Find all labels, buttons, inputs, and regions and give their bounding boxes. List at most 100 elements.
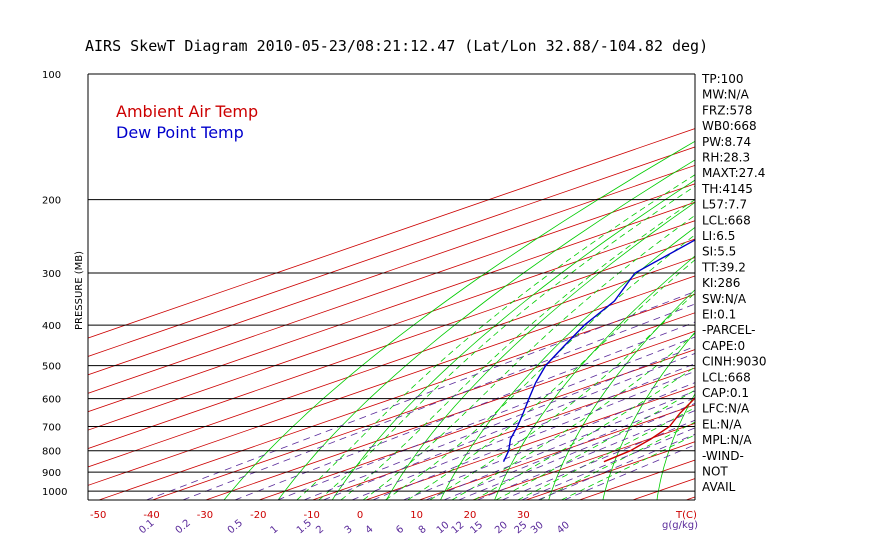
- pressure-tick-label: 800: [42, 447, 61, 458]
- mixing-ratio-line: [277, 336, 695, 500]
- mixing-ratio-tick-label: 0.5: [226, 518, 245, 537]
- isotherm-line: [88, 201, 695, 413]
- mixing-ratio-line: [458, 403, 695, 500]
- x-axis-label: T(C): [675, 510, 697, 521]
- dry-adiabat-line: [765, 74, 870, 500]
- grid-lines: [88, 74, 870, 500]
- index-entry: NOT: [702, 465, 728, 479]
- isotherm-line: [312, 367, 695, 500]
- index-entry: CAPE:0: [702, 339, 745, 353]
- mixing-ratio-tick-label: 40: [555, 520, 572, 537]
- pressure-tick-label: 900: [42, 468, 61, 479]
- pressure-tick-label: 100: [42, 70, 61, 81]
- index-entry: LCL:668: [702, 213, 751, 227]
- ambient-air-temp-line: [603, 397, 695, 463]
- index-entry: FRZ:578: [702, 103, 752, 117]
- isotherm-line: [88, 220, 695, 431]
- dry-adiabat-line: [656, 393, 695, 500]
- index-entry: CINH:9030: [702, 355, 767, 369]
- dry-adiabat-line: [331, 179, 695, 500]
- dew-point-temp-line: [502, 239, 695, 462]
- bottom-temp-tick-label: -10: [304, 510, 320, 521]
- pressure-tick-label: 600: [42, 395, 61, 406]
- index-entry: MAXT:27.4: [702, 166, 765, 180]
- index-entry: LFC:N/A: [702, 402, 750, 416]
- bottom-temp-tick-label: 0: [357, 510, 363, 521]
- bottom-temp-tick-label: -50: [90, 510, 106, 521]
- dry-adiabat-line: [440, 226, 695, 500]
- isotherm-line: [88, 146, 695, 357]
- mixing-ratio-tick-label: 12: [450, 520, 467, 537]
- isotherm-line: [472, 422, 695, 500]
- dry-adiabat-line: [494, 255, 695, 500]
- mixing-ratio-tick-label: 3: [343, 524, 355, 537]
- dry-adiabat-line: [548, 289, 695, 500]
- index-entry: CAP:0.1: [702, 386, 749, 400]
- index-entry: EL:N/A: [702, 417, 742, 431]
- isotherm-line: [88, 164, 695, 376]
- bottom-temp-tick-label: -40: [143, 510, 159, 521]
- pressure-tick-label: 400: [42, 321, 61, 332]
- mixing-ratio-line: [521, 427, 695, 500]
- index-entry: LCL:668: [702, 370, 751, 384]
- isotherm-line: [98, 293, 695, 500]
- mixing-ratio-tick-label: 20: [493, 520, 510, 537]
- mixing-ratio-line: [146, 291, 695, 500]
- data-series: [502, 239, 695, 463]
- index-entry: SI:5.5: [702, 245, 736, 259]
- pressure-tick-label: 700: [42, 423, 61, 434]
- bottom-temp-tick-label: 20: [464, 510, 477, 521]
- mixing-ratio-tick-label: 25: [513, 520, 530, 537]
- index-entry: TP:100: [701, 72, 744, 86]
- moist-adiabat-line: [362, 214, 695, 500]
- legend-dew-point-temp: Dew Point Temp: [116, 123, 244, 142]
- mixing-ratio-line: [443, 397, 695, 500]
- isotherm-line: [365, 386, 695, 500]
- pressure-tick-label: 300: [42, 269, 61, 280]
- isotherm-line: [419, 404, 695, 500]
- moist-adiabat-line: [429, 292, 695, 500]
- isotherm-line: [88, 238, 695, 449]
- index-entry: PW:8.74: [702, 135, 751, 149]
- isotherm-line: [205, 330, 695, 500]
- moist-adiabat-line: [473, 366, 695, 500]
- mixing-ratio-line: [403, 382, 695, 500]
- mixing-ratio-tick-label: 2: [314, 524, 326, 537]
- dry-adiabat-line: [277, 159, 695, 500]
- mixing-ratio-tick-label: 30: [529, 520, 546, 537]
- index-entry: TH:4145: [701, 182, 753, 196]
- dry-adiabat-line: [818, 74, 870, 500]
- index-entry: LI:6.5: [702, 229, 735, 243]
- bottom-temp-tick-label: 10: [410, 510, 423, 521]
- index-entry: -PARCEL-: [702, 323, 756, 337]
- bottom-temp-tick-label: -30: [197, 510, 213, 521]
- isotherm-line: [152, 312, 695, 500]
- moist-adiabat-line: [340, 199, 695, 500]
- isotherm-line: [259, 349, 695, 500]
- mixing-ratio-line: [323, 352, 695, 500]
- bottom-temp-tick-label: -20: [250, 510, 266, 521]
- pressure-tick-label: 500: [42, 362, 61, 373]
- mixing-ratio-tick-label: 1: [268, 524, 280, 537]
- index-entry: MW:N/A: [702, 88, 750, 102]
- index-entry: L57:7.7: [702, 198, 747, 212]
- mixing-ratio-axis-label: g(g/kg): [662, 520, 698, 531]
- mixing-ratio-line: [477, 410, 695, 500]
- index-entry: TT:39.2: [701, 260, 746, 274]
- mixing-ratio-line: [537, 433, 695, 500]
- mixing-ratio-tick-label: 6: [394, 524, 406, 537]
- moist-adiabat-line: [318, 185, 695, 500]
- moist-adiabat-line: [385, 234, 695, 500]
- mixing-ratio-tick-label: 4: [364, 524, 376, 537]
- index-entry: WB0:668: [702, 119, 757, 133]
- moist-adiabat-line: [407, 259, 695, 500]
- mixing-ratio-line: [182, 303, 695, 500]
- pressure-tick-label: 1000: [42, 487, 67, 498]
- mixing-ratio-line: [303, 345, 695, 500]
- mixing-ratio-line: [502, 419, 695, 500]
- isotherm-line: [88, 275, 695, 486]
- dry-adiabat-line: [602, 331, 695, 500]
- index-entry: -WIND-: [702, 449, 744, 463]
